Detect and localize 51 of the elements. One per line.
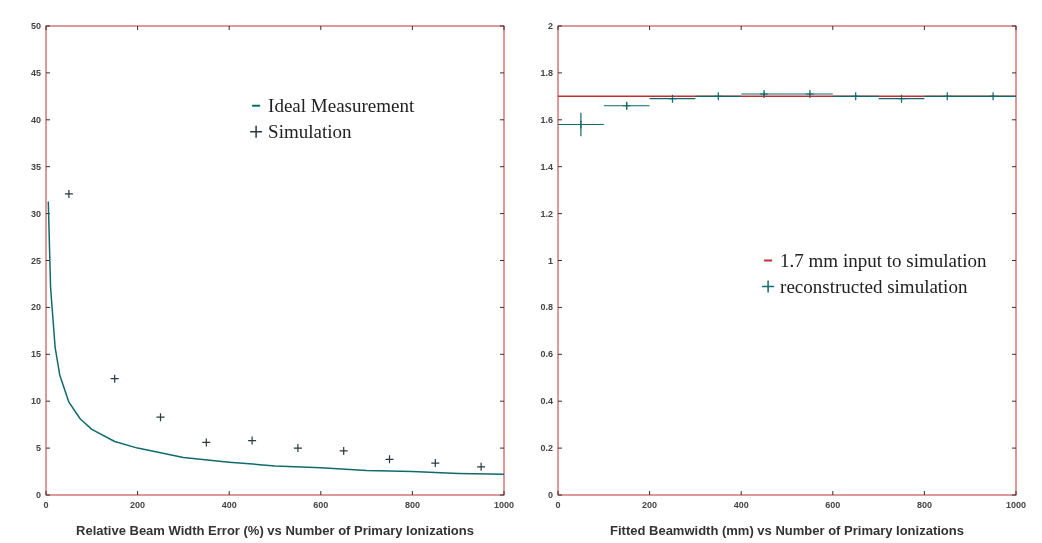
y-tick-label: 0 xyxy=(547,490,553,500)
y-tick-label: 10 xyxy=(30,396,41,407)
y-tick-label: 15 xyxy=(30,349,41,360)
point xyxy=(155,412,166,422)
legend-label: reconstructed simulation xyxy=(780,275,968,297)
x-tick-label: 1000 xyxy=(493,500,515,510)
y-tick-label: 0.8 xyxy=(540,302,553,313)
y-tick-label: 50 xyxy=(30,21,41,31)
x-tick-label: 0 xyxy=(43,500,49,510)
y-tick-label: 0 xyxy=(35,490,41,500)
legend-label: 1.7 mm input to simulation xyxy=(780,249,987,271)
x-tick-label: 400 xyxy=(221,500,237,510)
point xyxy=(430,458,440,468)
y-tick-label: 0.6 xyxy=(540,349,553,360)
y-tick-label: 1.8 xyxy=(540,67,553,78)
y-tick-label: 25 xyxy=(30,255,41,266)
y-tick-label: 1.4 xyxy=(540,161,553,172)
x-tick-label: 400 xyxy=(733,500,749,510)
x-tick-label: 600 xyxy=(313,500,329,510)
y-tick-label: 1 xyxy=(547,255,553,266)
point xyxy=(759,89,769,99)
y-tick-label: 1.6 xyxy=(540,114,553,125)
legend-label: Ideal Measurement xyxy=(268,94,415,116)
point xyxy=(64,189,74,199)
x-tick-label: 200 xyxy=(642,500,658,510)
y-tick-label: 0.4 xyxy=(540,396,553,407)
x-tick-label: 200 xyxy=(130,500,146,510)
x-axis-title: Relative Beam Width Error (%) vs Number of Primary Ionizations xyxy=(76,523,474,538)
y-tick-label: 40 xyxy=(30,114,41,125)
point xyxy=(988,91,998,101)
y-tick-label: 45 xyxy=(30,67,41,78)
point xyxy=(476,462,486,472)
y-tick-label: 35 xyxy=(30,161,41,172)
legend-label: Simulation xyxy=(268,120,352,142)
point xyxy=(247,436,257,446)
y-tick-label: 30 xyxy=(30,208,41,219)
line-series xyxy=(47,200,505,476)
point xyxy=(293,443,303,453)
y-tick-label: 2 xyxy=(547,21,553,31)
x-tick-label: 600 xyxy=(825,500,841,510)
x-tick-label: 800 xyxy=(404,500,420,510)
y-tick-label: 0.2 xyxy=(540,443,553,454)
x-tick-label: 0 xyxy=(555,500,561,510)
point xyxy=(339,446,349,456)
x-tick-label: 800 xyxy=(916,500,932,510)
y-tick-label: 20 xyxy=(30,302,41,313)
y-tick-label: 5 xyxy=(35,443,41,454)
y-tick-label: 1.2 xyxy=(540,208,553,219)
x-tick-label: 1000 xyxy=(1005,500,1027,510)
x-axis-title: Fitted Beamwidth (mm) vs Number of Primary Ionizations xyxy=(610,523,964,538)
point xyxy=(805,89,815,99)
